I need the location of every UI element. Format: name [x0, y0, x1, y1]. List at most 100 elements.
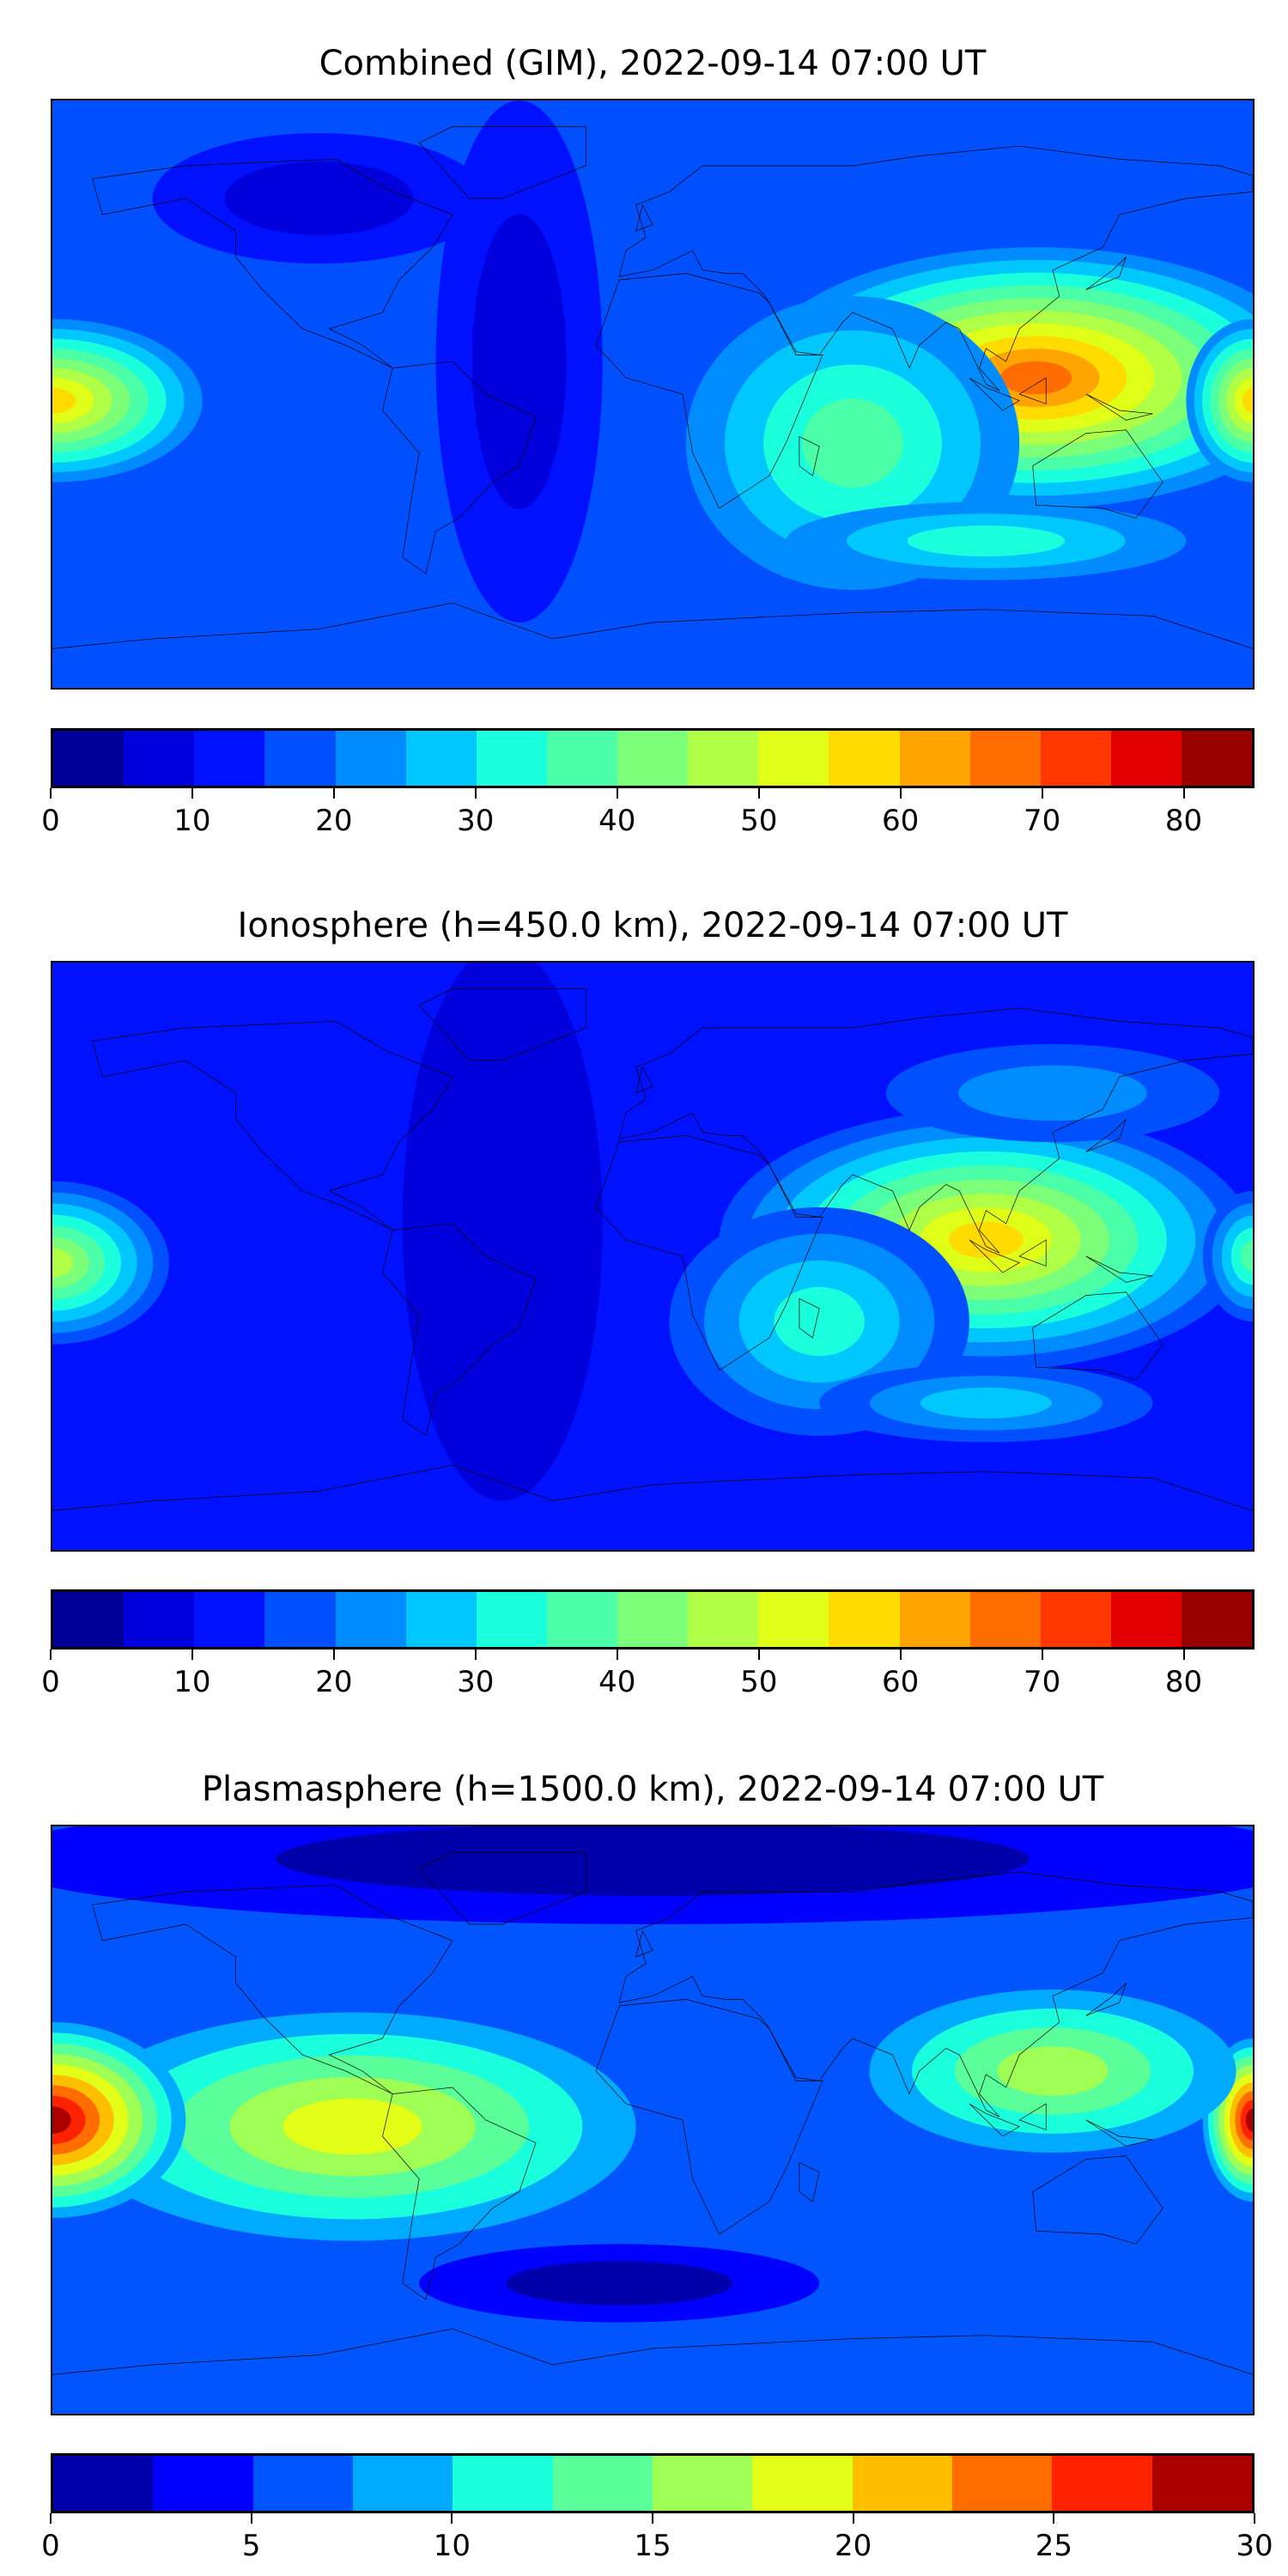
colorbar-bin-0: [53, 1592, 125, 1647]
colorbar-bin-45: [688, 1592, 759, 1647]
colorbar-bin-15: [264, 731, 336, 786]
colorbar-bin-10: [453, 2456, 553, 2511]
contour-level-55: [52, 387, 76, 414]
colorbar-ticks-ionosphere: 0 10 20 30 40 50 60 70 80: [41, 1649, 1255, 1701]
colorbar-tick-label: 20: [315, 804, 353, 838]
colorbar-tick-mark: [50, 2513, 52, 2524]
colorbar-bin-2.5: [153, 2456, 253, 2511]
map-plasmasphere: [51, 1825, 1255, 2415]
colorbar-bin-20: [335, 1592, 406, 1647]
colorbar-tick-label: 20: [315, 1665, 353, 1699]
colorbar-bin-60: [899, 1592, 970, 1647]
colorbar-tick-label: 10: [173, 804, 211, 838]
colorbar-tick-mark: [474, 788, 477, 799]
colorbar-tick-label: 0: [41, 804, 60, 838]
colorbar-bin-17.5: [752, 2456, 853, 2511]
contour-level-65: [999, 361, 1072, 395]
colorbar-bin-15: [264, 1592, 336, 1647]
colorbar-bin-0: [53, 2456, 154, 2511]
colorbar-bin-55: [829, 731, 900, 786]
colorbar-bin-35: [546, 1592, 617, 1647]
colorbar-tick-mark: [1041, 788, 1043, 799]
colorbar-tick-label: 60: [882, 1665, 920, 1699]
colorbar-tick-label: 40: [598, 804, 636, 838]
colorbar-tick-mark: [652, 2513, 653, 2524]
colorbar-tick-mark: [616, 1649, 618, 1660]
contour-map-combined: [52, 100, 1253, 688]
colorbar-tick-mark: [757, 1649, 760, 1660]
colorbar-bin-45: [688, 731, 759, 786]
contour-level-55: [948, 1221, 1024, 1259]
colorbar-tick-label: 15: [634, 2529, 671, 2563]
colorbar-bin-5: [124, 1592, 195, 1647]
contour-level-35: [802, 398, 903, 488]
contour-level-30: [907, 526, 1066, 556]
contour-level-30: [774, 1286, 865, 1357]
colorbar-bin-5: [252, 2456, 353, 2511]
colorbar-tick-mark: [899, 1649, 902, 1660]
colorbar-bin-40: [617, 731, 689, 786]
contour-level-35: [1240, 1240, 1253, 1273]
colorbar-bin-70: [1040, 731, 1111, 786]
colorbar-plasmasphere: [51, 2453, 1255, 2513]
panel-title-combined: Combined (GIM), 2022-09-14 07:00 UT: [319, 44, 987, 83]
contour-level-15: [997, 2046, 1109, 2096]
colorbar-bin-20: [335, 731, 406, 786]
colorbar-tick-label: 5: [241, 2529, 261, 2563]
colorbar-tick-label: 80: [1164, 1665, 1203, 1699]
colorbar-bin-70: [1040, 1592, 1111, 1647]
colorbar-bin-75: [1110, 1592, 1182, 1647]
colorbar-bin-75: [1110, 731, 1182, 786]
colorbar-bin-80: [1182, 731, 1253, 786]
panel-title-ionosphere: Ionosphere (h=450.0 km), 2022-09-14 07:0…: [237, 906, 1068, 945]
colorbar-bin-50: [758, 1592, 829, 1647]
contour-level-0: [506, 2261, 732, 2306]
colorbar-combined: [51, 728, 1255, 788]
colorbar-bin-5: [124, 731, 195, 786]
contour-level-20: [958, 1065, 1147, 1121]
contour-level-45: [52, 1248, 74, 1278]
colorbar-tick-mark: [1053, 2513, 1055, 2524]
colorbar-bin-30: [476, 731, 547, 786]
colorbar-tick-label: 40: [598, 1665, 636, 1699]
colorbar-bin-25: [405, 731, 477, 786]
colorbar-bin-7.5: [352, 2456, 453, 2511]
colorbar-tick-mark: [191, 788, 193, 799]
colorbar-bin-25: [1052, 2456, 1152, 2511]
colorbar-tick-mark: [250, 2513, 252, 2524]
colorbar-tick-label: 30: [1236, 2529, 1273, 2563]
contour-level-0: [276, 1826, 1030, 1896]
contour-level-17.5: [283, 2098, 422, 2155]
colorbar-ionosphere: [51, 1589, 1255, 1649]
colorbar-tick-mark: [50, 1649, 52, 1660]
colorbar-bin-30: [476, 1592, 547, 1647]
colorbar-tick-mark: [757, 788, 760, 799]
contour-level-25: [920, 1388, 1052, 1419]
contour-map-plasmasphere: [52, 1826, 1253, 2414]
colorbar-bin-12.5: [552, 2456, 653, 2511]
colorbar-tick-mark: [1182, 1649, 1185, 1660]
colorbar-bin-55: [829, 1592, 900, 1647]
colorbar-bin-0: [53, 731, 125, 786]
colorbar-bin-80: [1182, 1592, 1253, 1647]
panel-title-plasmasphere: Plasmasphere (h=1500.0 km), 2022-09-14 0…: [201, 1770, 1104, 1809]
colorbar-bin-65: [969, 1592, 1041, 1647]
map-combined: [51, 99, 1255, 690]
colorbar-ticks-plasmasphere: 0 5 10 15 20 25 30: [41, 2513, 1273, 2565]
colorbar-tick-label: 80: [1164, 804, 1203, 838]
contour-level-27.5: [1245, 2108, 1253, 2132]
contour-level-5: [402, 963, 603, 1501]
colorbar-tick-label: 30: [457, 1665, 495, 1699]
colorbar-tick-mark: [332, 1649, 335, 1660]
colorbar-tick-label: 0: [41, 2529, 60, 2563]
colorbar-bin-50: [758, 731, 829, 786]
colorbar-bin-40: [617, 1592, 689, 1647]
colorbar-tick-mark: [1182, 788, 1185, 799]
colorbar-bin-65: [969, 731, 1041, 786]
colorbar-tick-label: 25: [1035, 2529, 1072, 2563]
colorbar-bin-22.5: [951, 2456, 1053, 2511]
contour-level-5: [471, 214, 567, 509]
colorbar-bin-10: [194, 731, 265, 786]
colorbar-bin-60: [899, 731, 970, 786]
colorbar-bin-15: [652, 2456, 753, 2511]
